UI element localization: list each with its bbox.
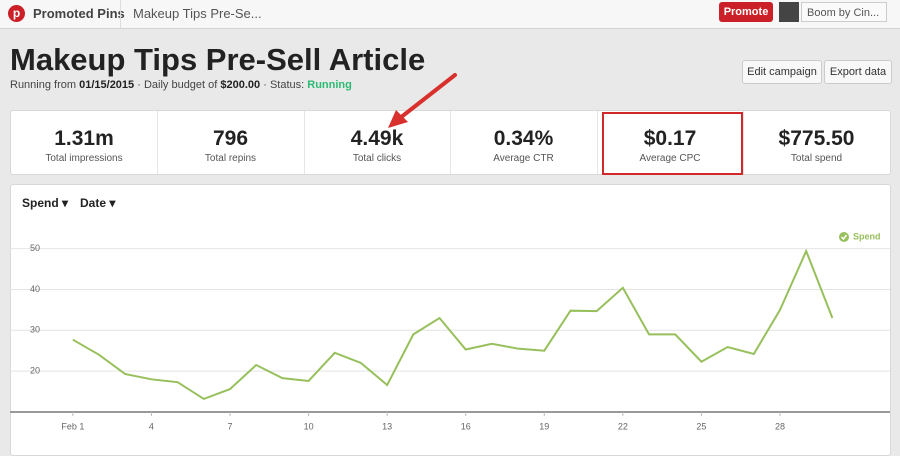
legend-marker — [839, 232, 849, 242]
stat-value: $0.17 — [643, 127, 697, 150]
highlight-box — [602, 112, 743, 175]
export-data-button[interactable]: Export data — [824, 60, 892, 84]
stat-label: Average CPC — [639, 153, 701, 164]
x-tick-label: 25 — [696, 421, 706, 431]
edit-campaign-button[interactable]: Edit campaign — [742, 60, 822, 84]
separator — [120, 0, 121, 28]
stat-label: Average CTR — [493, 153, 554, 164]
metric-dropdown[interactable]: Spend — [22, 196, 68, 210]
page: p Promoted Pins Makeup Tips Pre-Se... Pr… — [0, 0, 900, 445]
stat-value: 1.31m — [54, 127, 114, 150]
x-tick-label: 7 — [227, 421, 232, 431]
legend-check — [840, 234, 848, 241]
stat-value: 4.49k — [350, 127, 404, 150]
campaign-info: Running from 01/15/2015 · Daily budget o… — [10, 79, 352, 91]
stat-value: $775.50 — [778, 127, 855, 150]
x-tick-label: 4 — [149, 421, 154, 431]
breadcrumb[interactable]: Makeup Tips Pre-Se... — [133, 6, 262, 21]
y-tick-label: 50 — [30, 243, 40, 253]
stat: 4.49k Total clicks — [304, 111, 451, 174]
info-text: · Status: — [263, 79, 305, 91]
date-dropdown[interactable]: Date — [80, 196, 115, 210]
stat-label: Total clicks — [352, 153, 402, 164]
stats-panel: 1.31m Total impressions 796 Total repins 4.4… — [10, 110, 891, 175]
x-tick-label: 19 — [539, 421, 549, 431]
top-nav: p Promoted Pins Makeup Tips Pre-Se... Pr… — [0, 0, 900, 29]
x-tick-label: 10 — [304, 421, 314, 431]
series-line — [72, 248, 834, 401]
x-tick-label: Feb 1 — [61, 421, 84, 431]
stat: $775.50 Total spend — [744, 111, 890, 174]
stat-label: Total repins — [204, 153, 257, 164]
x-tick-label: 13 — [382, 421, 392, 431]
stat-label: Total impressions — [45, 153, 123, 164]
campaign-title: Makeup Tips Pre-Sell Article — [10, 42, 426, 77]
stat-value: 796 — [212, 127, 249, 150]
avatar[interactable] — [779, 2, 799, 22]
stat-value: 0.34% — [493, 127, 554, 150]
start-date: 01/15/2015 — [79, 79, 135, 91]
x-tick-label: 16 — [461, 421, 471, 431]
promote-button[interactable]: Promote — [719, 2, 773, 22]
stat: $0.17 Average CPC — [597, 111, 744, 174]
stat: 796 Total repins — [158, 111, 305, 174]
y-tick-label: 20 — [30, 366, 40, 376]
y-tick-label: 40 — [30, 284, 40, 294]
stat-label: Total spend — [790, 153, 843, 164]
pinterest-logo[interactable]: p — [8, 5, 25, 22]
x-tick-label: 28 — [775, 421, 785, 431]
account-menu[interactable]: Boom by Cin... — [801, 2, 887, 22]
info-text: Running from — [10, 79, 77, 91]
legend-label: Spend — [853, 231, 881, 241]
brand[interactable]: Promoted Pins — [33, 6, 125, 21]
status: Running — [307, 79, 352, 91]
x-tick-label: 22 — [618, 421, 628, 431]
y-tick-label: 30 — [30, 325, 40, 335]
chart-panel — [10, 184, 891, 456]
stat: 1.31m Total impressions — [11, 111, 158, 174]
stat: 0.34% Average CTR — [451, 111, 598, 174]
info-text: · Daily budget of — [137, 79, 218, 91]
chart: 20 30 40 50 Feb 1 4 7 10 13 16 19 22 25 28 Spend — [10, 231, 890, 431]
budget: $200.00 — [220, 79, 261, 91]
